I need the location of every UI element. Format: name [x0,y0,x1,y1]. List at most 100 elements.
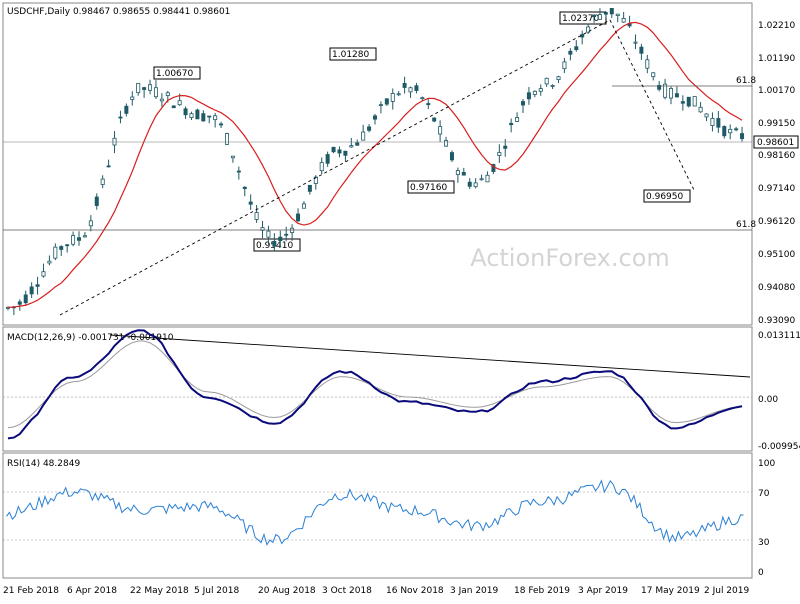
candle-body [71,235,76,245]
candle-body [615,13,620,16]
current-price-label: 0.98601 [757,138,794,148]
candle-body [207,115,212,118]
price-y-tick: 0.98160 [758,151,795,161]
fib-label-lower: 61.8 [736,220,756,230]
candle-body [124,105,129,114]
macd-line [7,329,743,440]
candle-body [704,113,709,118]
price-y-tick: 0.97140 [758,184,795,194]
candle-body [402,83,407,88]
candle-body [331,146,336,153]
candle-body [272,240,277,247]
annotation-box [407,180,455,194]
x-tick-label: 20 Aug 2018 [258,586,316,596]
rsi-panel-frame [2,452,753,579]
rsi-y-tick: 0 [758,568,764,578]
candle-body [562,61,567,70]
candle-body [740,133,745,140]
candle-body [296,213,301,222]
x-tick-label: 3 Jan 2019 [450,586,498,596]
candle-body [189,113,194,118]
trend-line-dashed [59,19,611,316]
candle-body [242,186,247,190]
candle-body [680,101,685,104]
candle-body [301,203,306,209]
candle-body [526,92,531,100]
candle-body [384,98,389,105]
candle-body [349,145,354,148]
price-y-tick: 1.01190 [758,54,795,64]
candle-body [603,12,608,15]
candle-body [201,113,206,122]
price-y-tick: 0.96120 [758,217,795,227]
candle-body [337,149,342,154]
candle-body [408,87,413,93]
macd-panel-frame [2,326,753,452]
candle-body [82,235,87,238]
candle-body [213,115,218,121]
macd-signal-line [7,340,743,429]
candle-body [142,87,147,90]
macd-y-tick: 0.00 [758,395,778,405]
candle-body [509,122,514,126]
candle-body [195,109,200,120]
candle-body [722,126,727,137]
candle-body [325,154,330,164]
candle-body [378,104,383,107]
candle-body [59,246,64,250]
annotation-box [253,238,301,252]
candle-body [47,260,52,264]
annotation-label: 0.96950 [646,192,683,202]
candle-body [230,155,235,159]
candle-body [77,237,82,241]
candle-body [503,145,508,149]
rsi-y-tick: 70 [758,489,770,499]
candle-body [236,170,241,173]
x-axis: 21 Feb 2018 6 Apr 2018 22 May 2018 5 Jul… [3,586,749,596]
candle-body [686,96,691,107]
annotation-box [329,47,377,61]
candle-body [284,233,289,236]
candle-body [100,178,105,185]
candle-body [183,108,188,116]
candle-body [248,201,253,205]
candle-body [568,50,573,55]
candle-body [367,126,372,131]
candle-body [420,97,425,100]
annotation-label: 1.00670 [156,69,193,79]
candle-body [88,220,93,227]
x-tick-label: 3 Apr 2019 [578,586,628,596]
rsi-panel-header: RSI(14) 48.2849 [7,459,80,469]
candle-body [574,46,579,50]
candle-body [278,236,283,242]
candle-body [396,93,401,96]
price-y-tick: 0.94080 [758,283,795,293]
candle-body [171,105,176,109]
annotation-box [643,189,691,203]
candle-body [106,165,111,168]
candle-body [698,106,703,113]
candle-body [485,174,490,183]
candle-body [674,93,679,98]
macd-y-tick: -0.009954 [758,442,800,452]
candle-body [29,286,34,295]
candle-body [94,196,99,206]
candle-body [313,176,318,184]
candle-body [112,137,117,146]
candle-body [361,131,366,141]
candle-body [219,123,224,126]
candle-body [621,18,626,23]
candle-body [521,101,526,106]
candle-body [639,46,644,54]
price-panel-header: USDCHF,Daily 0.98467 0.98655 0.98441 0.9… [7,7,230,17]
price-panel-frame [2,2,753,326]
annotation-label: 0.97160 [410,183,447,193]
candle-body [65,244,70,247]
rsi-y-axis: 100 70 30 0 [758,459,775,578]
candle-body [53,246,58,259]
rsi-y-tick: 30 [758,538,770,548]
candle-body [438,126,443,135]
candle-body [372,115,377,120]
trend-line-dashed-down [609,19,696,193]
